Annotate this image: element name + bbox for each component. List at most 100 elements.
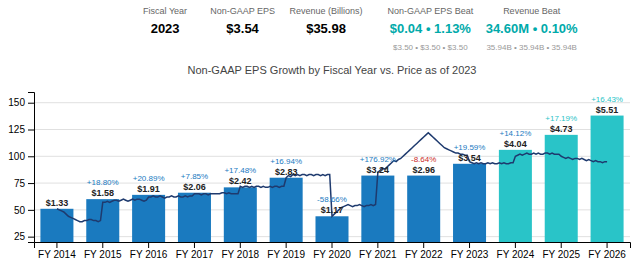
- x-tick-label: FY 2022: [405, 249, 443, 260]
- bar: [545, 135, 578, 242]
- x-tick-mark: [286, 242, 287, 248]
- x-tick: FY 2025: [542, 242, 580, 260]
- y-tick-label: 125: [8, 124, 25, 135]
- eps-label: $4.04: [504, 139, 527, 149]
- price-line: [57, 133, 607, 222]
- y-tick-label: 100: [8, 151, 25, 162]
- x-tick-mark: [148, 242, 149, 248]
- x-tick: FY 2017: [176, 242, 214, 260]
- annotation: Revenue (Billions): [290, 6, 363, 16]
- eps-label: $1.33: [46, 198, 69, 208]
- pct-label: -8.64%: [411, 155, 436, 164]
- bar: [591, 116, 624, 242]
- data-labels: $1.33$1.58+18.80%$1.91+20.89%$2.06+7.85%…: [46, 95, 623, 216]
- x-tick-label: FY 2015: [84, 249, 122, 260]
- y-tick-label: 25: [14, 231, 26, 242]
- annotation: Revenue Beat: [503, 6, 561, 16]
- eps-label: $2.96: [412, 165, 435, 175]
- x-tick-label: FY 2026: [588, 249, 626, 260]
- pct-label: +20.89%: [133, 174, 165, 183]
- x-tick: FY 2014: [38, 242, 76, 260]
- x-tick: FY 2016: [130, 242, 168, 260]
- x-tick-mark: [194, 242, 195, 248]
- x-tick-label: FY 2017: [176, 249, 214, 260]
- y-tick-mark: [28, 103, 34, 104]
- y-axis-line: [28, 93, 35, 243]
- x-axis: FY 2014 FY 2015 FY 2016 FY 2017 FY 2018 FY 20…: [35, 242, 631, 260]
- eps-label: $3.54: [458, 153, 481, 163]
- header: Fiscal Year2023Non-GAAP EPS$3.54Revenue …: [143, 6, 578, 52]
- marks: [40, 116, 623, 242]
- x-axis-line: [35, 243, 631, 249]
- x-tick-label: FY 2018: [221, 249, 259, 260]
- x-tick-mark: [102, 242, 103, 248]
- bar: [224, 187, 257, 242]
- pct-label: +17.48%: [224, 166, 256, 175]
- bar: [453, 164, 486, 242]
- x-tick: FY 2020: [313, 242, 351, 260]
- pct-label: +17.19%: [545, 114, 577, 123]
- x-tick: FY 2021: [359, 242, 397, 260]
- x-tick-label: FY 2021: [359, 249, 397, 260]
- annotation: Fiscal Year: [143, 6, 187, 16]
- annotation: 35.94B • 35.94B • 35.94B: [486, 43, 577, 52]
- bar: [361, 176, 394, 242]
- x-tick-label: FY 2025: [542, 249, 580, 260]
- x-tick-label: FY 2023: [451, 249, 489, 260]
- pct-label: +18.80%: [87, 178, 119, 187]
- x-tick-label: FY 2016: [130, 249, 168, 260]
- grid-line: [34, 102, 630, 103]
- y-tick-mark: [28, 156, 34, 157]
- y-tick-label: 75: [14, 178, 26, 189]
- y-tick: 150: [8, 97, 34, 108]
- x-tick-mark: [561, 242, 562, 248]
- bar: [499, 150, 532, 242]
- x-tick: FY 2018: [221, 242, 259, 260]
- pct-label: -58.66%: [317, 195, 347, 204]
- annotation: $0.04 • 1.13%: [390, 21, 472, 36]
- x-tick-mark: [515, 242, 516, 248]
- annotation: 34.60M • 0.10%: [486, 21, 578, 36]
- title: Non-GAAP EPS Growth by Fiscal Year vs. P…: [188, 64, 477, 76]
- bar: [315, 216, 348, 242]
- eps-label: $5.51: [596, 105, 619, 115]
- pct-label: +14.12%: [499, 129, 531, 138]
- pct-label: +176.92%: [360, 155, 396, 164]
- eps-label: $3.24: [367, 165, 390, 175]
- pct-label: +7.85%: [181, 172, 208, 181]
- pct-label: +16.43%: [591, 95, 623, 104]
- x-tick-mark: [469, 242, 470, 248]
- x-tick-mark: [423, 242, 424, 248]
- x-tick-label: FY 2019: [267, 249, 305, 260]
- annotation: $35.98: [306, 21, 346, 36]
- pct-label: +16.94%: [270, 157, 302, 166]
- eps-label: $4.73: [550, 124, 573, 134]
- x-tick-label: FY 2024: [497, 249, 535, 260]
- y-tick-mark: [28, 210, 34, 211]
- x-tick-mark: [607, 242, 608, 248]
- y-axis: 25 50 75 100 125 150: [8, 93, 34, 243]
- y-tick-label: 50: [14, 205, 26, 216]
- x-tick: FY 2026: [588, 242, 626, 260]
- grid-line: [34, 183, 630, 184]
- x-tick: FY 2019: [267, 242, 305, 260]
- y-tick-mark: [28, 183, 34, 184]
- eps-label: $2.06: [183, 182, 206, 192]
- pct-label: +19.59%: [454, 143, 486, 152]
- x-tick-mark: [377, 242, 378, 248]
- bar: [270, 178, 303, 242]
- bar: [407, 176, 440, 242]
- annotation: 2023: [151, 21, 180, 36]
- chart: Fiscal Year 2023 Non-GAAP EPS $3.54 Revenue …: [0, 0, 640, 262]
- y-tick: 50: [14, 205, 34, 216]
- y-tick: 75: [14, 178, 34, 189]
- x-tick: FY 2022: [405, 242, 443, 260]
- annotation: Non-GAAP EPS: [210, 6, 275, 16]
- x-tick: FY 2024: [497, 242, 535, 260]
- eps-label: $1.91: [137, 184, 160, 194]
- x-tick: FY 2015: [84, 242, 122, 260]
- grid-line: [34, 129, 630, 130]
- bar: [132, 195, 165, 242]
- y-tick-label: 150: [8, 97, 25, 108]
- x-tick-mark: [240, 242, 241, 248]
